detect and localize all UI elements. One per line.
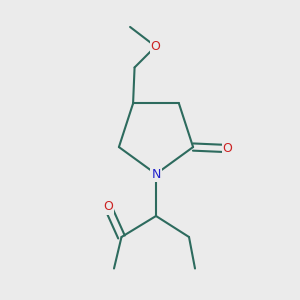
Text: O: O xyxy=(223,142,232,155)
Text: N: N xyxy=(151,167,161,181)
Text: O: O xyxy=(103,200,113,214)
Text: O: O xyxy=(151,40,160,53)
